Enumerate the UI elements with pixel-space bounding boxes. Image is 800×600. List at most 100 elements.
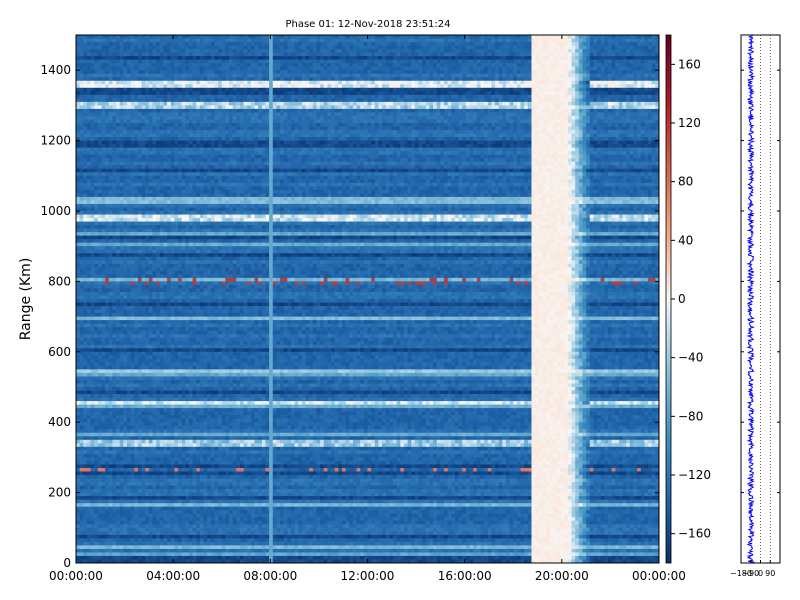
heatmap-cell [575, 127, 579, 131]
heatmap-cell [87, 116, 91, 120]
heatmap-cell [491, 141, 495, 145]
heatmap-cell [214, 137, 218, 141]
heatmap-cell [214, 123, 218, 127]
heatmap-cell [280, 39, 284, 43]
heatmap-cell [382, 91, 386, 95]
heatmap-cell [211, 49, 215, 53]
heatmap-cell [612, 63, 616, 67]
heatmap-cell [564, 42, 568, 46]
heatmap-cell [178, 46, 182, 50]
heatmap-cell [306, 46, 310, 50]
heatmap-cell [593, 70, 597, 74]
heatmap-cell [360, 63, 364, 67]
heatmap-cell [371, 141, 375, 145]
heatmap-cell [207, 141, 211, 145]
heatmap-cell [331, 88, 335, 92]
heatmap-cell [167, 95, 171, 99]
heatmap-cell [528, 56, 532, 60]
heatmap-cell [389, 109, 393, 113]
heatmap-cell [342, 102, 346, 106]
heatmap-cell [211, 130, 215, 134]
heatmap-cell [637, 81, 641, 85]
heatmap-cell [386, 35, 390, 39]
heatmap-cell [123, 98, 127, 102]
heatmap-cell [462, 42, 466, 46]
heatmap-cell [553, 119, 557, 123]
heatmap-cell [178, 81, 182, 85]
heatmap-cell [331, 91, 335, 95]
heatmap-cell [276, 141, 280, 145]
heatmap-cell [404, 91, 408, 95]
heatmap-cell [644, 56, 648, 60]
heatmap-cell [429, 98, 433, 102]
heatmap-cell [502, 137, 506, 141]
heatmap-cell [546, 53, 550, 57]
heatmap-cell [612, 127, 616, 131]
heatmap-cell [142, 42, 146, 46]
heatmap-cell [167, 134, 171, 138]
heatmap-cell [156, 42, 160, 46]
heatmap-cell [371, 77, 375, 81]
heatmap-cell [593, 74, 597, 78]
heatmap-cell [400, 112, 404, 116]
heatmap-cell [386, 46, 390, 50]
heatmap-cell [120, 60, 124, 64]
heatmap-cell [233, 116, 237, 120]
heatmap-cell [284, 56, 288, 60]
heatmap-cell [382, 116, 386, 120]
heatmap-cell [582, 116, 586, 120]
heatmap-cell [196, 137, 200, 141]
heatmap-cell [116, 35, 120, 39]
heatmap-cell [193, 123, 197, 127]
heatmap-cell [437, 116, 441, 120]
heatmap-cell [193, 49, 197, 53]
heatmap-cell [156, 98, 160, 102]
heatmap-cell [138, 74, 142, 78]
heatmap-cell [309, 49, 313, 53]
heatmap-cell [262, 63, 266, 67]
heatmap-cell [397, 42, 401, 46]
heatmap-cell [484, 112, 488, 116]
heatmap-cell [572, 49, 576, 53]
heatmap-cell [80, 98, 84, 102]
heatmap-cell [222, 95, 226, 99]
heatmap-cell [225, 49, 229, 53]
heatmap-cell [163, 49, 167, 53]
heatmap-cell [156, 95, 160, 99]
heatmap-cell [419, 84, 423, 88]
heatmap-cell [163, 109, 167, 113]
heatmap-cell [156, 119, 160, 123]
heatmap-cell [156, 91, 160, 95]
heatmap-cell [138, 53, 142, 57]
heatmap-cell [298, 134, 302, 138]
heatmap-cell [262, 134, 266, 138]
heatmap-cell [542, 49, 546, 53]
heatmap-cell [142, 130, 146, 134]
heatmap-cell [652, 63, 656, 67]
heatmap-cell [302, 77, 306, 81]
heatmap-cell [426, 91, 430, 95]
heatmap-cell [575, 46, 579, 50]
heatmap-cell [648, 35, 652, 39]
heatmap-cell [357, 123, 361, 127]
heatmap-cell [225, 56, 229, 60]
heatmap-cell [112, 141, 116, 145]
heatmap-cell [91, 81, 95, 85]
heatmap-cell [626, 137, 630, 141]
heatmap-cell [258, 39, 262, 43]
heatmap-cell [338, 60, 342, 64]
heatmap-cell [546, 60, 550, 64]
heatmap-cell [109, 39, 113, 43]
heatmap-cell [200, 39, 204, 43]
heatmap-cell [342, 46, 346, 50]
heatmap-cell [218, 127, 222, 131]
heatmap-cell [87, 112, 91, 116]
heatmap-cell [572, 130, 576, 134]
heatmap-cell [105, 144, 109, 148]
heatmap-cell [524, 95, 528, 99]
heatmap-cell [429, 134, 433, 138]
heatmap-cell [440, 141, 444, 145]
heatmap-cell [623, 60, 627, 64]
heatmap-cell [626, 35, 630, 39]
heatmap-cell [156, 46, 160, 50]
